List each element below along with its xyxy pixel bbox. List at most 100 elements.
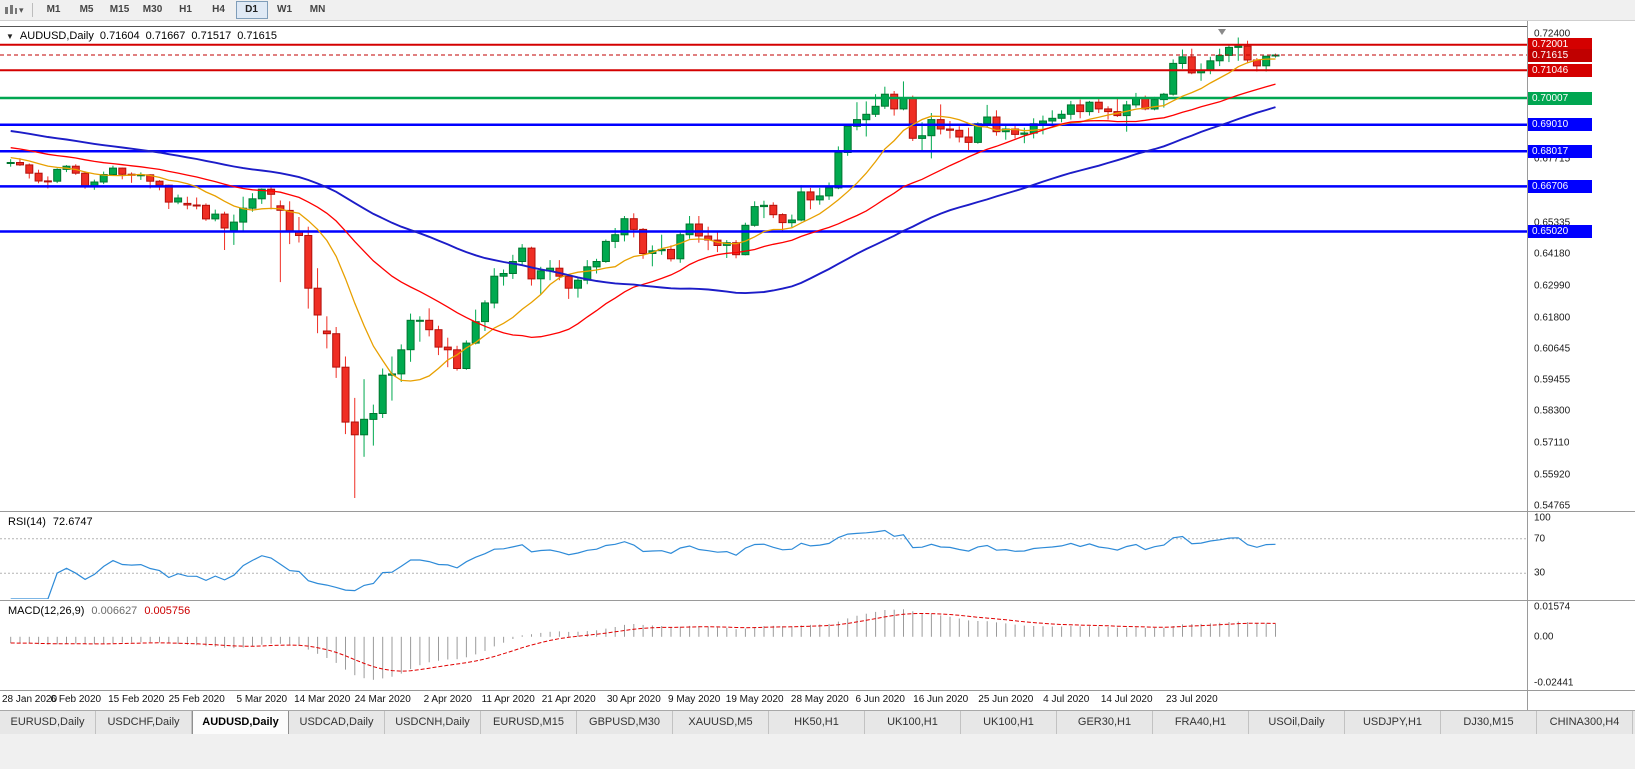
- rsi-axis-label-30: 30: [1534, 567, 1546, 579]
- chart-title: ▼ AUDUSD,Daily 0.71604 0.71667 0.71517 0…: [6, 30, 277, 42]
- time-axis-label: 5 Mar 2020: [236, 694, 288, 705]
- time-axis-label: 30 Apr 2020: [606, 694, 661, 705]
- chart-tab-eurusd-m15[interactable]: EURUSD,M15: [481, 711, 577, 735]
- time-axis-label: 14 Jul 2020: [1100, 694, 1153, 705]
- time-axis-label: 28 May 2020: [790, 694, 849, 705]
- chart-tab-uk100-h1[interactable]: UK100,H1: [865, 711, 961, 735]
- chart-type-dropdown-caret-icon[interactable]: ▾: [19, 4, 24, 15]
- price-tick: 0.54765: [1534, 500, 1571, 512]
- rsi-value: 72.6747: [52, 516, 93, 528]
- price-tick: 0.62990: [1534, 280, 1571, 292]
- chart-symbol-period: AUDUSD,Daily: [19, 30, 94, 42]
- price-tick: 0.61800: [1534, 312, 1571, 324]
- timeframe-button-m15[interactable]: M15: [109, 4, 130, 15]
- candlestick-series: [6, 37, 1280, 498]
- price-level-label-0.70007: 0.70007: [1528, 91, 1592, 105]
- macd-axis-label-0.01574: 0.01574: [1534, 601, 1571, 613]
- time-axis-label: 25 Jun 2020: [978, 694, 1034, 705]
- price-tick: 0.58300: [1534, 405, 1571, 417]
- rsi-name: RSI(14): [8, 516, 46, 528]
- chart-tab-eurusd-daily[interactable]: EURUSD,Daily: [0, 711, 96, 735]
- chart-tab-ger30-h1[interactable]: GER30,H1: [1057, 711, 1153, 735]
- price-level-label-0.68017: 0.68017: [1528, 144, 1592, 158]
- macd-axis-label-0.00: 0.00: [1534, 631, 1554, 643]
- ohlc-close: 0.71615: [237, 30, 277, 42]
- time-axis[interactable]: 28 Jan 2020 6 Feb 2020 15 Feb 2020 25 Feb 2…: [0, 691, 1527, 710]
- macd-signal-value: 0.005756: [144, 605, 191, 617]
- chart-tab-audusd-daily[interactable]: AUDUSD,Daily: [192, 711, 289, 735]
- chart-tab-usoil-daily[interactable]: USOil,Daily: [1249, 711, 1345, 735]
- rsi-indicator-panel[interactable]: [0, 513, 1527, 599]
- time-axis-label: 19 May 2020: [725, 694, 784, 705]
- timeframe-toolbar: ▾ M1 M5 M15 M30 H1 H4 D1 W1 MN: [0, 0, 1635, 21]
- chart-tab-fra40-h1[interactable]: FRA40,H1: [1153, 711, 1249, 735]
- macd-axis-label--0.02441: -0.02441: [1534, 677, 1574, 689]
- time-axis-label: 6 Jun 2020: [855, 694, 905, 705]
- macd-signal-line: [10, 612, 1276, 672]
- panel-separator[interactable]: [0, 511, 1635, 512]
- timeframe-button-h4[interactable]: H4: [212, 4, 225, 15]
- price-level-label-0.72001: 0.72001: [1528, 38, 1592, 52]
- current-price-label: 0.71615: [1528, 48, 1592, 62]
- chart-tab-uk100-h1[interactable]: UK100,H1: [961, 711, 1057, 735]
- time-axis-label: 24 Mar 2020: [354, 694, 411, 705]
- panel-separator[interactable]: [0, 600, 1635, 601]
- chart-top-border: [0, 26, 1635, 27]
- timeframe-button-m5[interactable]: M5: [79, 4, 94, 15]
- macd-histogram: [10, 609, 1276, 680]
- chart-tab-china300-h4[interactable]: CHINA300,H4: [1537, 711, 1633, 735]
- time-axis-label: 16 Jun 2020: [913, 694, 969, 705]
- chart-tab-usdchf-daily[interactable]: USDCHF,Daily: [96, 711, 192, 735]
- macd-label: MACD(12,26,9) 0.006627 0.005756: [8, 605, 190, 617]
- chart-tab-dj30-m15[interactable]: DJ30,M15: [1441, 711, 1537, 735]
- time-axis-label: 9 May 2020: [668, 694, 721, 705]
- chart-tab-hk50-h1[interactable]: HK50,H1: [769, 711, 865, 735]
- macd-name: MACD(12,26,9): [8, 605, 85, 617]
- time-axis-label: 2 Apr 2020: [423, 694, 472, 705]
- time-axis-label: 21 Apr 2020: [541, 694, 596, 705]
- price-level-label-0.65020: 0.65020: [1528, 224, 1592, 238]
- chart-window[interactable]: ▼ AUDUSD,Daily 0.71604 0.71667 0.71517 0…: [0, 21, 1635, 710]
- ma-line-50: [10, 106, 1276, 295]
- timeframe-button-d1[interactable]: D1: [235, 1, 268, 19]
- macd-indicator-panel[interactable]: [0, 601, 1527, 689]
- status-strip: [0, 734, 1635, 769]
- time-axis-label: 25 Feb 2020: [168, 694, 225, 705]
- ohlc-open: 0.71604: [99, 30, 140, 42]
- chart-type-icon[interactable]: [4, 4, 18, 16]
- timeframe-buttons: M1 M5 M15 M30 H1 H4 D1 W1 MN: [38, 1, 334, 19]
- timeframe-button-m30[interactable]: M30: [142, 4, 163, 15]
- time-axis-label: 28 Jan 2020: [2, 694, 58, 705]
- main-price-chart[interactable]: [0, 27, 1527, 511]
- chart-tabs-bar: EURUSD,Daily USDCHF,Daily AUDUSD,Daily USDC…: [0, 710, 1635, 735]
- panel-separator[interactable]: [0, 690, 1635, 691]
- rsi-axis-label-70: 70: [1534, 533, 1546, 545]
- price-tick: 0.55920: [1534, 469, 1571, 481]
- time-axis-label: 6 Feb 2020: [50, 694, 102, 705]
- timeframe-button-mn[interactable]: MN: [309, 4, 326, 15]
- chart-tab-usdcnh-daily[interactable]: USDCNH,Daily: [385, 711, 481, 735]
- price-tick: 0.64180: [1534, 248, 1571, 260]
- timeframe-button-h1[interactable]: H1: [179, 4, 192, 15]
- timeframe-button-w1[interactable]: W1: [277, 4, 293, 15]
- chart-tab-gbpusd-m30[interactable]: GBPUSD,M30: [577, 711, 673, 735]
- price-tick: 0.67715: [1534, 153, 1571, 165]
- chart-tab-xauusd-m5[interactable]: XAUUSD,M5: [673, 711, 769, 735]
- macd-main-value: 0.006627: [91, 605, 138, 617]
- price-tick: 0.57110: [1534, 437, 1570, 449]
- chart-tab-usdjpy-h1[interactable]: USDJPY,H1: [1345, 711, 1441, 735]
- price-axis[interactable]: 0.72400 0.67715 0.65335 0.64180 0.62990 0.618…: [1528, 21, 1635, 710]
- chart-shift-marker-icon[interactable]: [1218, 29, 1226, 35]
- price-tick: 0.59455: [1534, 374, 1571, 386]
- rsi-line: [10, 529, 1276, 599]
- time-axis-label: 23 Jul 2020: [1165, 694, 1218, 705]
- ma-line-25: [10, 83, 1276, 339]
- price-tick: 0.65335: [1534, 217, 1571, 229]
- ohlc-low: 0.71517: [191, 30, 232, 42]
- price-level-label-0.66706: 0.66706: [1528, 179, 1592, 193]
- chart-tab-usdcad-daily[interactable]: USDCAD,Daily: [289, 711, 385, 735]
- rsi-axis-label-100: 100: [1534, 512, 1551, 524]
- time-axis-label: 11 Apr 2020: [481, 694, 535, 705]
- timeframe-button-m1[interactable]: M1: [46, 4, 61, 15]
